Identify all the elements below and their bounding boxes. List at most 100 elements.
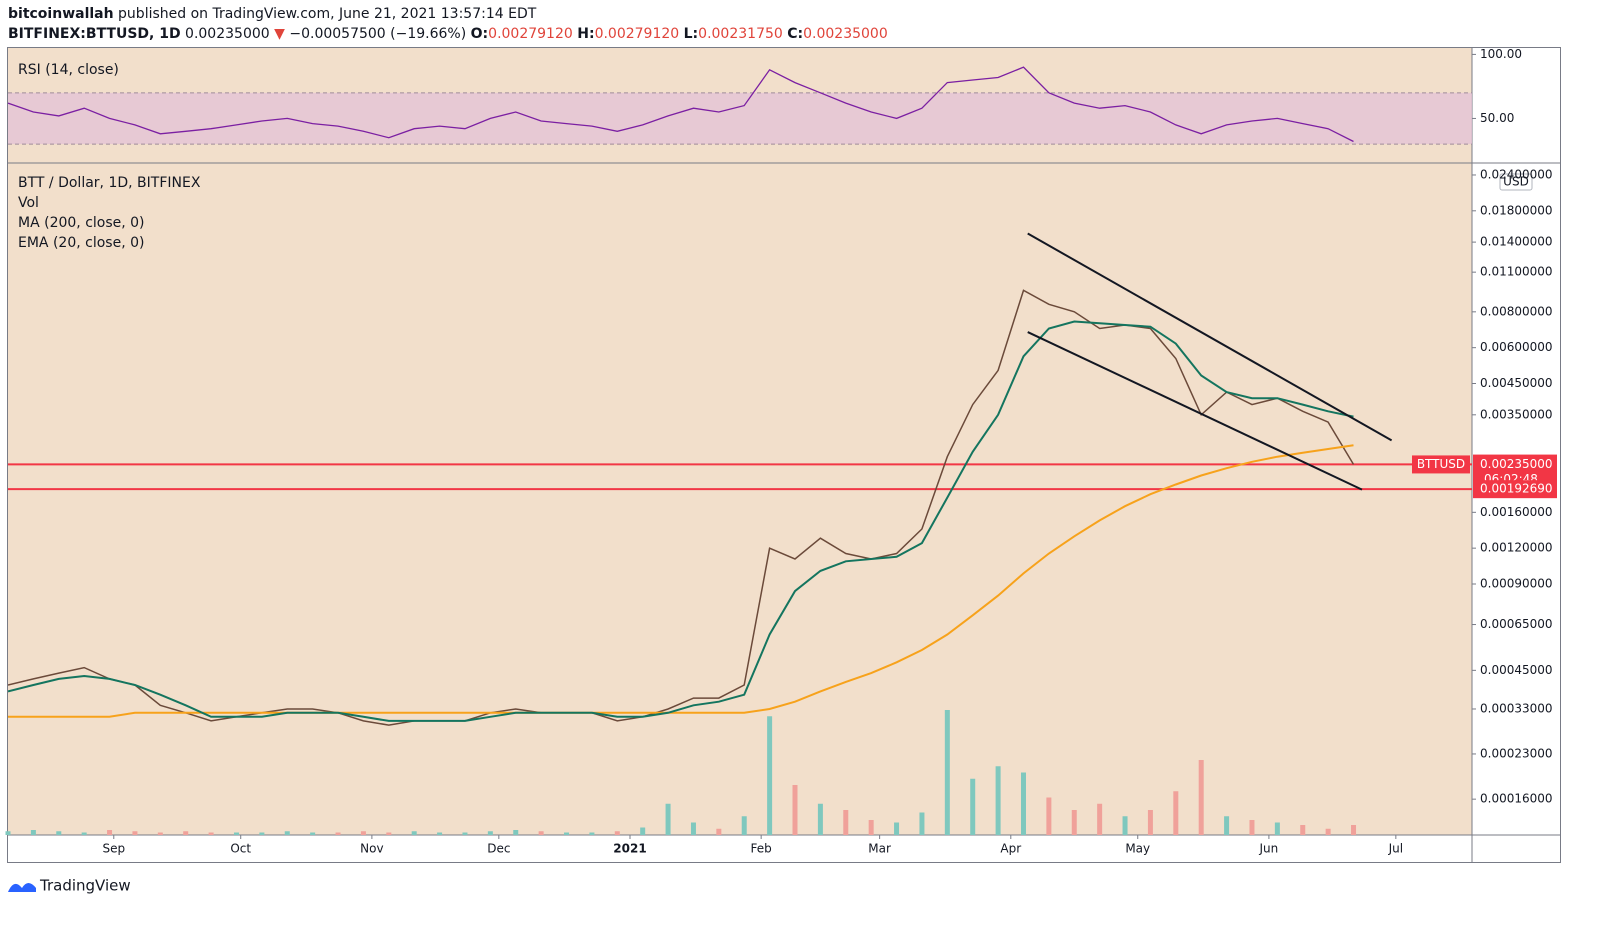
price-label-box xyxy=(1473,480,1557,499)
volume-bar xyxy=(817,803,823,835)
published: published on TradingView.com, June 21, 2… xyxy=(118,6,537,22)
volume-bar xyxy=(1097,803,1103,835)
y-tick-label: 0.00023000 xyxy=(1480,746,1553,760)
y-tick-label: 0.00800000 xyxy=(1480,304,1553,318)
price-line xyxy=(8,444,1354,718)
volume-bar xyxy=(233,832,239,835)
change: −0.00057500 (−19.66%) xyxy=(289,26,467,42)
volume-bar xyxy=(1147,810,1153,835)
y-tick-label: 50.00 xyxy=(1480,111,1514,125)
y-tick-label: 0.00120000 xyxy=(1480,541,1553,555)
y-tick-label: 0.00600000 xyxy=(1480,340,1553,354)
volume-bar xyxy=(259,832,265,835)
y-tick-label: 0.00033000 xyxy=(1480,701,1553,715)
volume-bar xyxy=(1020,772,1026,835)
symbol: BITFINEX:BTTUSD, 1D xyxy=(8,26,181,42)
ohlc-key: O: xyxy=(470,26,489,42)
volume-bar xyxy=(1274,822,1280,835)
volume-bar xyxy=(335,832,341,835)
volume-bar xyxy=(944,710,950,835)
volume-bar xyxy=(5,831,11,835)
price-line xyxy=(8,320,1354,722)
ohlc-value: 0.00279120 xyxy=(594,26,680,42)
volume-bar xyxy=(868,820,874,835)
volume-bar xyxy=(1351,825,1357,835)
x-tick-label: Nov xyxy=(360,842,383,856)
volume-bar xyxy=(919,812,925,835)
volume-bar xyxy=(462,832,468,835)
price-pane xyxy=(8,232,1472,726)
ohlc-value: 0.00279120 xyxy=(488,26,573,42)
x-tick-label: May xyxy=(1125,842,1150,856)
ohlc-value: 0.00235000 xyxy=(803,26,888,42)
volume-bar xyxy=(1122,816,1128,835)
x-tick-label: Feb xyxy=(751,842,772,856)
y-tick-label: 0.00350000 xyxy=(1480,407,1553,421)
symbol-label: BTTUSD xyxy=(1417,457,1465,471)
volume-bar xyxy=(970,778,976,835)
legend-ma: MA (200, close, 0) xyxy=(18,215,145,231)
volume-bar xyxy=(640,827,646,835)
volume-bar xyxy=(1224,816,1230,835)
volume-bar xyxy=(284,831,290,835)
volume-bar xyxy=(386,832,392,835)
volume-bar xyxy=(437,832,443,835)
volume-bar xyxy=(360,831,366,835)
y-tick-label: 100.00 xyxy=(1480,47,1522,61)
volume-bar xyxy=(132,831,138,835)
volume-bar xyxy=(690,822,696,835)
rsi-line xyxy=(7,66,1354,143)
x-tick-label: 2021 xyxy=(613,842,646,856)
price-label: 0.00192690 xyxy=(1480,482,1553,496)
volume-bar xyxy=(665,803,671,835)
trendline xyxy=(1027,331,1363,491)
volume-bar xyxy=(1071,810,1077,835)
volume-bar xyxy=(538,831,544,835)
volume-bar xyxy=(564,832,570,835)
y-tick-label: 0.00016000 xyxy=(1480,792,1553,806)
volume-bar xyxy=(487,831,493,835)
volume-bar xyxy=(81,832,87,835)
volume-bar xyxy=(614,831,620,835)
symbol-label-box xyxy=(1412,455,1470,474)
volume-bar xyxy=(1300,825,1306,835)
x-tick-label: Oct xyxy=(230,842,251,856)
x-tick-label: Jul xyxy=(1388,842,1403,856)
last: 0.00235000 xyxy=(185,26,270,42)
ohlc-key: H: xyxy=(577,26,595,42)
volume-bar xyxy=(157,832,163,835)
volume-bar xyxy=(843,810,849,835)
volume-bar xyxy=(1198,760,1204,835)
y-tick-label: 0.00450000 xyxy=(1480,376,1553,390)
volume-bar xyxy=(995,766,1001,835)
author: bitcoinwallah xyxy=(8,6,114,22)
frame xyxy=(7,47,1561,863)
tv-logo xyxy=(8,883,36,892)
y-tick-label: 0.01100000 xyxy=(1480,265,1553,279)
x-tick-label: Mar xyxy=(868,842,891,856)
volume-bar xyxy=(716,828,722,835)
y-tick-label: 0.00065000 xyxy=(1480,617,1553,631)
x-tick-label: Dec xyxy=(487,842,510,856)
volume-bar xyxy=(30,830,36,835)
volume-bar xyxy=(411,831,417,835)
volume-bar xyxy=(741,816,747,835)
arrow: ▼ xyxy=(274,26,285,42)
price-label: 0.00235000 xyxy=(1480,457,1553,471)
volume-bar xyxy=(1173,791,1179,835)
volume-bar xyxy=(767,716,773,835)
volume-bar xyxy=(310,832,316,835)
currency-box xyxy=(1499,173,1533,191)
volume-bar xyxy=(894,822,900,835)
brand: TradingView xyxy=(39,877,131,895)
currency: USD xyxy=(1503,175,1529,189)
y-tick-label: 0.01800000 xyxy=(1480,203,1553,217)
x-tick-label: Jun xyxy=(1259,842,1279,856)
volume-bar xyxy=(792,785,798,835)
volume-bar xyxy=(56,831,62,835)
y-tick-label: 0.02400000 xyxy=(1480,167,1553,181)
y-tick-label: 0.00045000 xyxy=(1480,663,1553,677)
rsi-title: RSI (14, close) xyxy=(18,62,119,78)
plot-background xyxy=(8,48,1472,835)
